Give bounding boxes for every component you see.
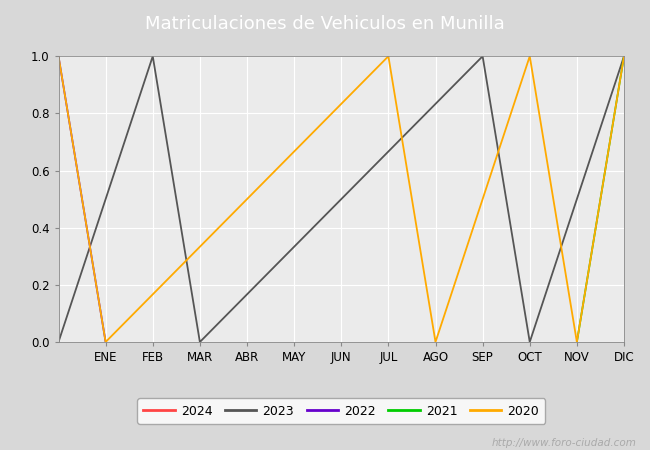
Text: http://www.foro-ciudad.com: http://www.foro-ciudad.com [492, 438, 637, 448]
Text: Matriculaciones de Vehiculos en Munilla: Matriculaciones de Vehiculos en Munilla [145, 14, 505, 33]
Legend: 2024, 2023, 2022, 2021, 2020: 2024, 2023, 2022, 2021, 2020 [137, 398, 545, 424]
